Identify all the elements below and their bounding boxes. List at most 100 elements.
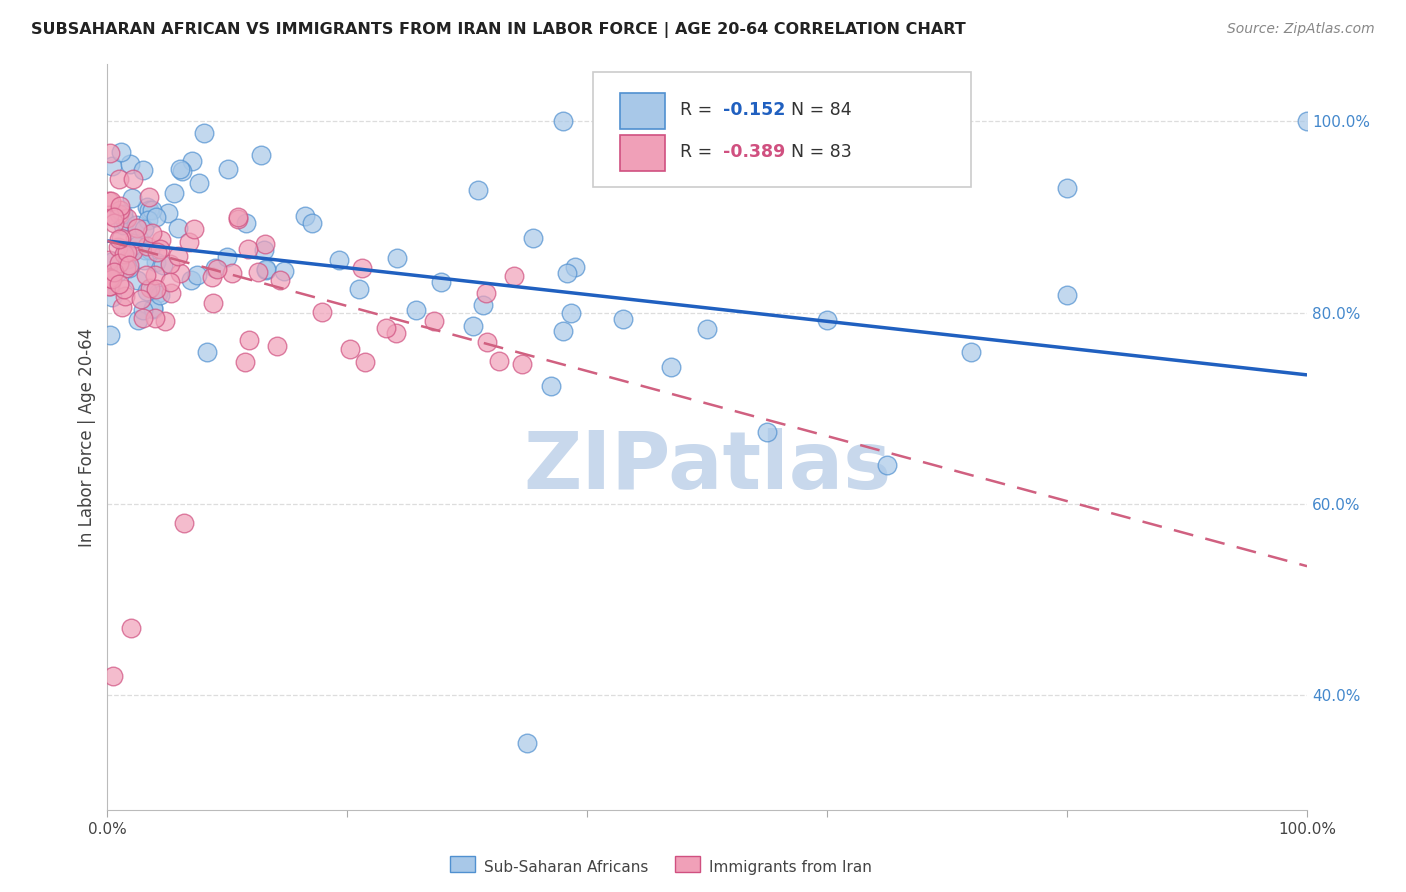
Point	[145, 282, 167, 296]
Point	[124, 230, 146, 244]
Point	[183, 221, 205, 235]
Point	[385, 326, 408, 341]
Point	[146, 244, 169, 259]
Point	[512, 357, 534, 371]
Point	[149, 288, 172, 302]
Point	[127, 238, 149, 252]
Point	[103, 216, 125, 230]
Point	[167, 221, 190, 235]
Point	[101, 254, 124, 268]
Point	[127, 313, 149, 327]
Point	[97, 194, 120, 208]
Point	[266, 338, 288, 352]
Point	[112, 246, 135, 260]
Point	[347, 282, 370, 296]
Point	[181, 154, 204, 169]
Point	[143, 268, 166, 283]
Point	[387, 252, 409, 266]
Point	[475, 285, 498, 300]
Point	[101, 159, 124, 173]
Text: R =: R =	[679, 143, 717, 161]
Point	[269, 273, 291, 287]
Point	[97, 253, 120, 268]
Point	[696, 322, 718, 336]
Point	[120, 621, 142, 635]
Point	[159, 285, 181, 300]
Point	[138, 190, 160, 204]
Text: N = 83: N = 83	[792, 143, 852, 161]
Point	[186, 268, 208, 282]
Point	[129, 292, 152, 306]
Point	[236, 242, 259, 256]
Point	[108, 199, 131, 213]
Point	[98, 278, 121, 293]
Point	[97, 208, 120, 222]
Point	[249, 148, 271, 162]
Point	[612, 312, 634, 326]
Point	[117, 252, 139, 266]
Point	[136, 213, 159, 227]
Point	[159, 257, 181, 271]
Point	[960, 345, 983, 359]
Point	[564, 260, 586, 275]
Point	[163, 186, 186, 200]
Point	[142, 301, 165, 315]
Point	[188, 176, 211, 190]
Point	[221, 266, 243, 280]
Point	[876, 458, 898, 473]
Point	[540, 378, 562, 392]
FancyBboxPatch shape	[620, 135, 665, 170]
Point	[1056, 181, 1078, 195]
Point	[429, 275, 451, 289]
Point	[132, 302, 155, 317]
Point	[141, 203, 163, 218]
Point	[235, 216, 257, 230]
Point	[141, 226, 163, 240]
Point	[139, 281, 162, 295]
Point	[97, 269, 120, 284]
Point	[145, 210, 167, 224]
Point	[107, 277, 129, 292]
Text: Source: ZipAtlas.com: Source: ZipAtlas.com	[1227, 22, 1375, 37]
Text: ZIPatlas: ZIPatlas	[523, 428, 891, 506]
Point	[193, 126, 215, 140]
Point	[118, 261, 141, 276]
Point	[503, 268, 526, 283]
Point	[273, 264, 295, 278]
Point	[311, 304, 333, 318]
Point	[98, 327, 121, 342]
FancyBboxPatch shape	[620, 93, 665, 129]
Point	[108, 203, 131, 218]
Point	[100, 194, 122, 208]
Point	[467, 183, 489, 197]
Point	[233, 355, 256, 369]
Point	[217, 250, 239, 264]
Point	[132, 222, 155, 236]
Point	[254, 263, 277, 277]
Point	[475, 335, 498, 350]
Point	[488, 354, 510, 368]
Point	[169, 266, 191, 280]
FancyBboxPatch shape	[593, 71, 972, 187]
Point	[217, 162, 239, 177]
Point	[112, 219, 135, 233]
Point	[756, 425, 779, 439]
Point	[471, 298, 494, 312]
Point	[557, 266, 579, 280]
Point	[112, 282, 135, 296]
Point	[111, 300, 134, 314]
Point	[1296, 114, 1319, 128]
Point	[97, 279, 120, 293]
Text: Sub-Saharan Africans: Sub-Saharan Africans	[484, 860, 648, 874]
Point	[100, 272, 122, 286]
Point	[149, 242, 172, 256]
Point	[143, 310, 166, 325]
Point	[98, 146, 121, 161]
Point	[103, 211, 125, 225]
Point	[121, 244, 143, 259]
Point	[107, 207, 129, 221]
Point	[375, 320, 398, 334]
Point	[118, 258, 141, 272]
Point	[815, 313, 838, 327]
Point	[115, 261, 138, 276]
